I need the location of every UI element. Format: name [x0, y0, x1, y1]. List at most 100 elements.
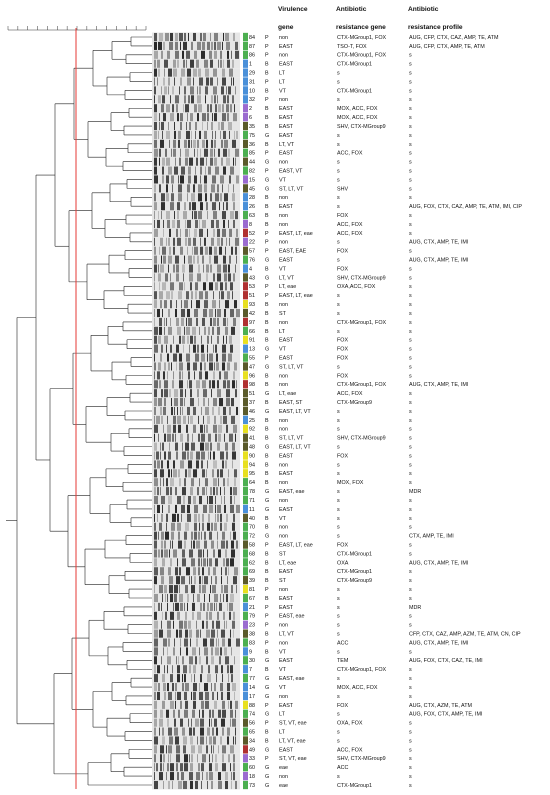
gel-band [169, 246, 171, 255]
gel-band [230, 709, 233, 718]
gel-band [182, 549, 185, 558]
gel-band [196, 772, 200, 781]
gel-band [168, 264, 169, 273]
gel-band [232, 380, 235, 389]
virulence-gene-cell: LT [279, 329, 286, 335]
gel-band [223, 166, 226, 175]
gel-band [164, 326, 165, 335]
gel-band [185, 104, 189, 113]
resistance-gene-cell: s [337, 605, 340, 611]
gel-band [160, 754, 162, 763]
isolate-source: P [265, 240, 269, 246]
gel-band [169, 139, 170, 148]
gel-band [198, 558, 200, 567]
isolate-id: 25 [249, 418, 255, 424]
gel-band [199, 682, 200, 692]
gel-lane [152, 593, 240, 603]
gel-band [218, 709, 221, 718]
gel-band [236, 380, 237, 389]
gel-band [182, 682, 184, 692]
gel-band [180, 638, 181, 647]
gel-band [174, 718, 176, 727]
resistance-profile-cell: AUG, CTX, AZM, TE, ATM [409, 703, 473, 709]
isolate-source: G [265, 258, 269, 264]
gel-band [215, 665, 218, 674]
gel-band [154, 68, 157, 77]
gel-band [174, 638, 175, 647]
virulence-gene-cell: EAST [279, 703, 294, 709]
gel-band [213, 549, 215, 558]
gel-band [154, 415, 155, 424]
gel-band [168, 326, 172, 335]
isolate-color-swatch [243, 780, 248, 790]
isolate-source: G [265, 747, 269, 753]
gel-band [204, 540, 207, 549]
resistance-gene-cell: TSO-T, FOX [337, 44, 367, 50]
gel-band [194, 504, 198, 514]
gel-band [215, 193, 219, 202]
gel-band [175, 50, 179, 59]
gel-band [180, 763, 183, 772]
gel-band [197, 389, 199, 398]
gel-band [210, 602, 213, 611]
gel-band [220, 647, 222, 656]
gel-band [174, 398, 178, 407]
gel-band [188, 166, 191, 175]
gel-band [180, 148, 181, 157]
resistance-profile-cell: AUG, CTX, AMP, TE, IMI [409, 640, 468, 646]
resistance-profile-cell: MDR [409, 489, 421, 495]
gel-band [170, 611, 174, 620]
virulence-gene-cell: non [279, 587, 288, 593]
virulence-gene-cell: ST [279, 311, 287, 317]
gel-band [168, 754, 169, 763]
virulence-gene-cell: EAST [279, 44, 294, 50]
virulence-gene-cell: non [279, 525, 288, 531]
isolate-color-swatch [243, 638, 248, 647]
resistance-gene-cell: s [337, 418, 340, 424]
gel-band [210, 585, 211, 594]
gel-band [233, 317, 236, 327]
resistance-profile-cell: AUG, FOX, CTX, AMP, TE, IMI [409, 712, 483, 718]
gel-band [154, 718, 157, 727]
gel-band [214, 246, 217, 255]
resistance-profile-cell: s [409, 106, 412, 112]
gel-lane [152, 584, 240, 594]
gel-band [169, 41, 173, 50]
resistance-profile-cell: s [409, 160, 412, 166]
gel-band [160, 469, 164, 478]
virulence-gene-cell: non [279, 427, 288, 433]
gel-band [178, 130, 181, 140]
gel-band [215, 104, 217, 113]
gel-band [161, 389, 163, 398]
gel-band [224, 433, 225, 442]
gel-band [198, 433, 200, 442]
gel-band [199, 647, 200, 656]
gel-band [171, 531, 174, 540]
gel-band [234, 495, 235, 505]
gel-band [187, 335, 189, 344]
gel-band [233, 736, 234, 745]
resistance-gene-cell: s [337, 712, 340, 718]
gel-band [167, 371, 168, 380]
isolate-color-swatch [243, 121, 248, 131]
gel-band [159, 585, 163, 594]
gel-band [206, 273, 208, 282]
isolate-id: 26 [249, 204, 255, 210]
gel-band [167, 763, 169, 772]
gel-band [207, 344, 208, 353]
gel-band [177, 237, 181, 246]
isolate-source: B [265, 320, 269, 326]
virulence-gene-cell: LT, VT [279, 275, 295, 281]
gel-band [224, 504, 226, 514]
gel-band [156, 763, 158, 772]
gel-band [198, 184, 202, 193]
isolate-source: B [265, 649, 269, 655]
gel-band [178, 469, 180, 478]
gel-band [231, 772, 232, 781]
gel-band [225, 32, 229, 42]
gel-band [190, 282, 192, 291]
gel-band [187, 504, 190, 514]
gel-band [193, 682, 197, 692]
gel-band [204, 148, 208, 157]
gel-band [224, 371, 228, 380]
